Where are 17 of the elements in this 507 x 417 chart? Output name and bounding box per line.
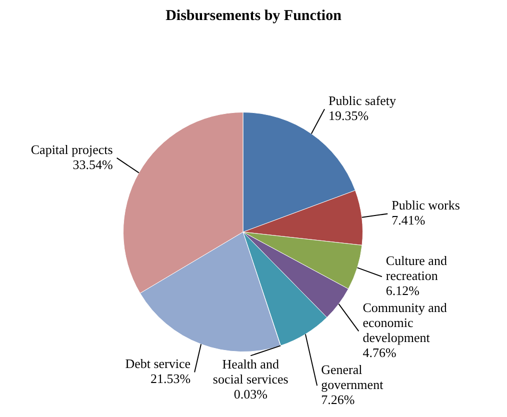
data-label: 6.12% [386, 283, 420, 298]
slice-label: Public works [392, 198, 460, 213]
data-label: 7.41% [392, 212, 426, 228]
slice-label: General government [321, 362, 384, 392]
slice-label: Debt service [125, 356, 191, 372]
slice-label: Health and social services [212, 356, 288, 387]
chart-title: Disbursements by Function [164, 8, 342, 25]
data-label: 19.35% [328, 108, 369, 123]
data-label: 21.53% [150, 371, 191, 386]
slice-label: Capital projects [30, 142, 113, 157]
data-label: 7.26% [321, 392, 355, 408]
data-label: 4.76% [362, 345, 396, 360]
data-label: 0.03% [234, 386, 268, 402]
slice-label: Public safety [328, 93, 397, 108]
slice-label: Community and economic development [362, 300, 448, 346]
data-label: 33.54% [72, 156, 113, 172]
slice-label: Culture and recreation [386, 253, 448, 284]
